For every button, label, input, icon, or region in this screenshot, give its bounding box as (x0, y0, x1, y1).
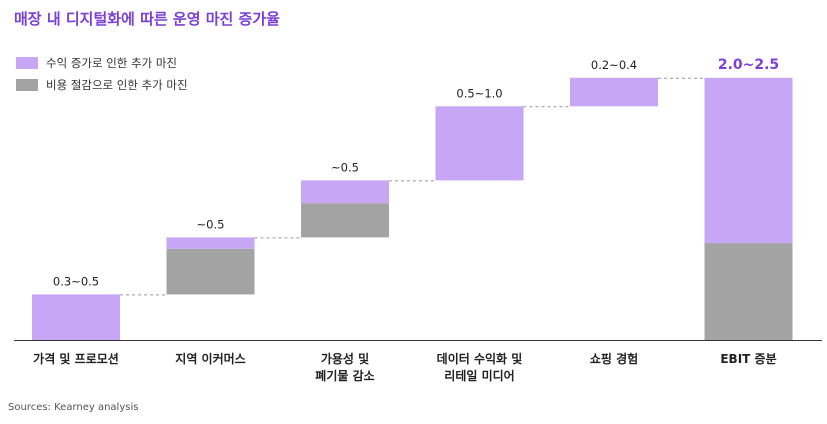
category-label-1: 지역 이커머스 (175, 351, 245, 366)
legend-label-cost: 비용 절감으로 인한 추가 마진 (46, 78, 188, 92)
data-label-4: 0.2~0.4 (591, 58, 637, 72)
bar-cost-2 (301, 203, 389, 238)
legend-label-revenue: 수익 증가로 인한 추가 마진 (46, 56, 178, 70)
data-label-5: 2.0~2.5 (718, 57, 779, 73)
bar-revenue-1 (166, 237, 255, 249)
waterfall-chart: 0.3~0.5 가격 및 프로모션 ~0.5 지역 이커머스 ~0.5 가용성 및 폐기물 … (14, 57, 822, 383)
category-label-5: EBIT 증분 (720, 352, 776, 366)
bar-cost-1 (166, 248, 255, 295)
legend-item-cost: 비용 절감으로 인한 추가 마진 (16, 74, 188, 96)
bar-cost-5 (704, 243, 793, 340)
legend-item-revenue: 수익 증가로 인한 추가 마진 (16, 52, 188, 74)
legend-swatch-cost (16, 79, 38, 91)
category-label-0: 가격 및 프로모션 (33, 351, 119, 366)
data-label-3: 0.5~1.0 (456, 86, 502, 100)
legend-swatch-revenue (16, 57, 38, 69)
data-label-1: ~0.5 (197, 217, 225, 231)
source-note: Sources: Kearney analysis (8, 402, 139, 413)
bar-revenue-2 (301, 180, 389, 204)
bar-revenue-3 (435, 106, 524, 181)
data-label-0: 0.3~0.5 (53, 274, 99, 288)
category-label-2: 가용성 및 폐기물 감소 (315, 351, 374, 383)
legend: 수익 증가로 인한 추가 마진 비용 절감으로 인한 추가 마진 (16, 52, 188, 96)
chart-title: 매장 내 디지털화에 따른 운영 마진 증가율 (14, 10, 280, 28)
data-label-2: ~0.5 (331, 160, 359, 174)
bar-revenue-5 (704, 77, 793, 244)
category-label-3: 데이터 수익화 및 리테일 미디어 (437, 351, 523, 383)
category-label-4: 쇼핑 경험 (590, 351, 638, 366)
bar-revenue-0 (32, 294, 120, 340)
bar-revenue-4 (570, 77, 658, 107)
